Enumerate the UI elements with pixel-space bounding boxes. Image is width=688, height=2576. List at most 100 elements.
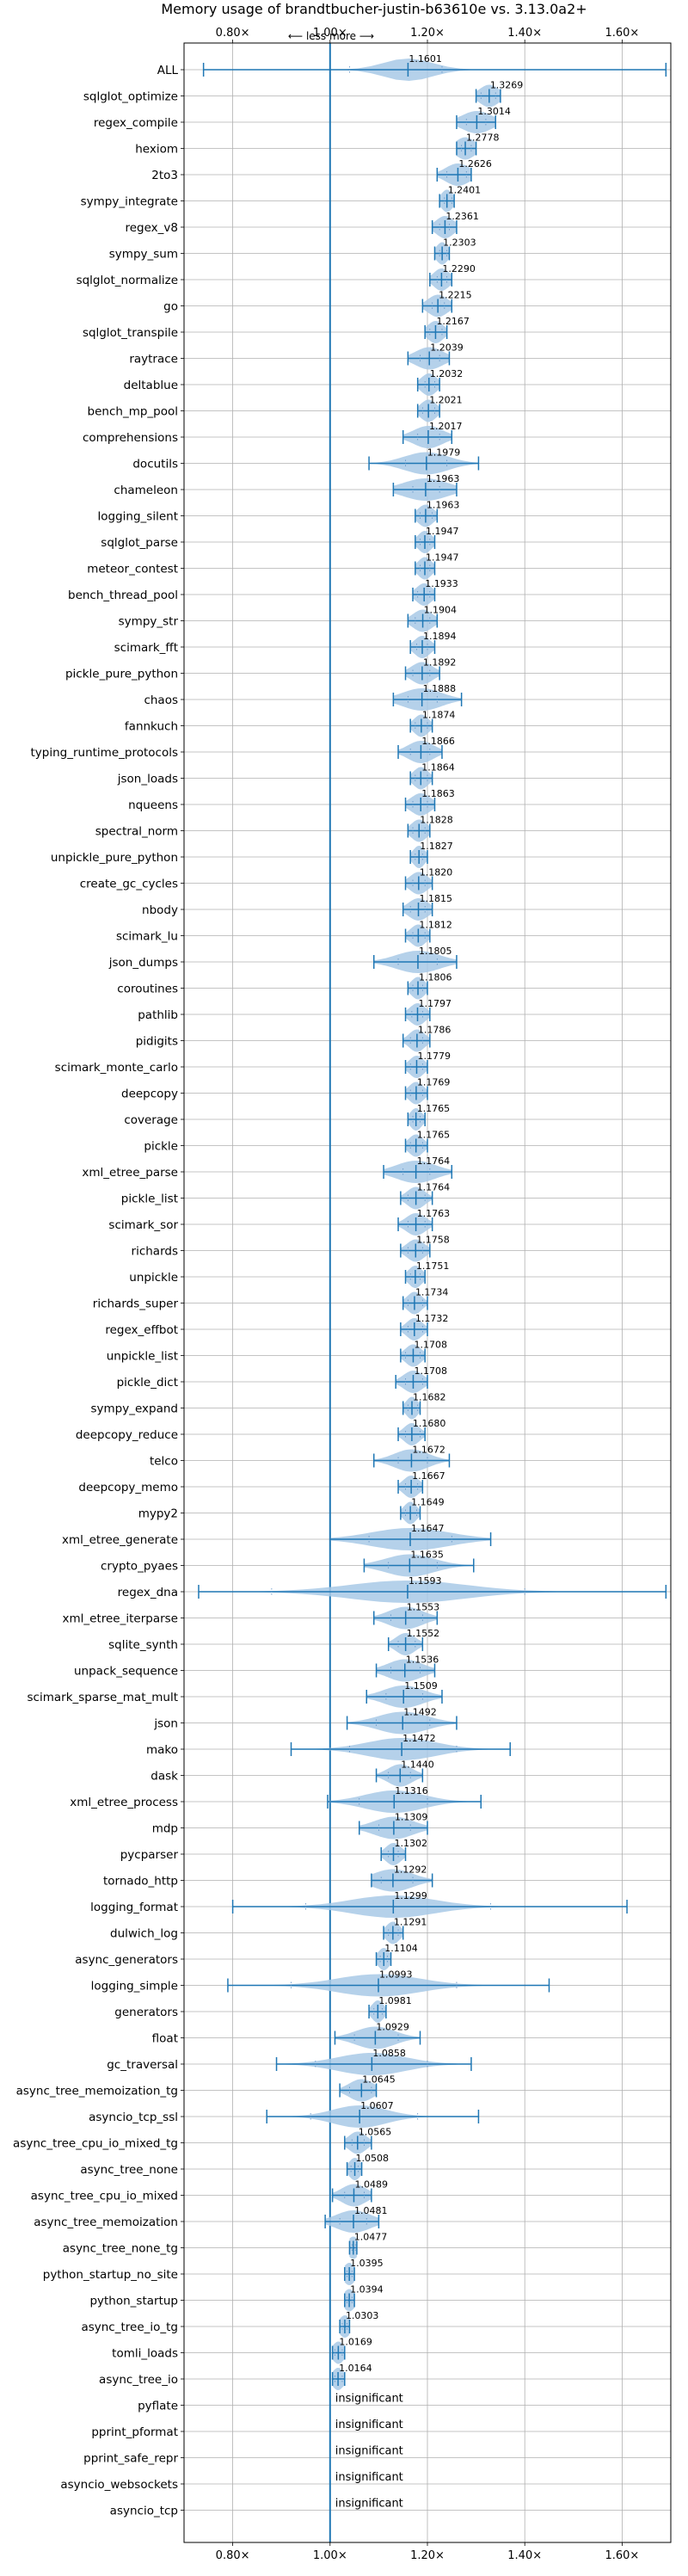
value-label: 1.1302 — [394, 1838, 427, 1849]
x-tick-label-bottom: 0.80× — [216, 2549, 250, 2562]
value-label: 1.3014 — [477, 106, 511, 117]
benchmark-label: async_generators — [75, 1953, 178, 1967]
benchmark-label: scimark_sor — [108, 1218, 178, 1232]
benchmark-label: sympy_sum — [109, 248, 178, 262]
value-label: 1.0645 — [362, 2074, 396, 2086]
benchmark-label: coverage — [124, 1113, 178, 1127]
benchmark-label: pycparser — [120, 1848, 179, 1862]
benchmark-label: async_tree_cpu_io_mixed — [31, 2190, 178, 2203]
value-label: 1.1947 — [426, 552, 459, 564]
benchmark-label: async_tree_none_tg — [63, 2242, 178, 2256]
value-label: 1.1292 — [394, 1864, 427, 1876]
value-label: 1.2303 — [443, 237, 476, 249]
x-tick-label-top: 1.60× — [605, 27, 639, 40]
benchmark-label: async_tree_io_tg — [81, 2320, 178, 2334]
benchmark-label: scimark_sparse_mat_mult — [28, 1691, 178, 1704]
benchmark-label: sqlglot_parse — [101, 536, 178, 550]
value-label: 1.1299 — [394, 1890, 427, 1901]
benchmark-label: unpickle_list — [107, 1350, 178, 1364]
benchmark-label: sympy_str — [119, 615, 179, 629]
benchmark-label: pyflate — [138, 2400, 178, 2413]
benchmark-label: logging_silent — [98, 510, 178, 524]
insignificant-label: insignificant — [335, 2419, 403, 2431]
value-label: 1.2039 — [430, 342, 464, 354]
benchmark-label: json_loads — [117, 773, 178, 786]
x-tick-label-top: 1.00× — [313, 27, 347, 40]
benchmark-label: deltablue — [124, 379, 178, 392]
value-label: 1.0477 — [354, 2232, 388, 2243]
value-label: 1.1933 — [425, 578, 458, 589]
value-label: 1.1963 — [427, 500, 459, 511]
benchmark-label: unpickle — [129, 1271, 178, 1285]
value-label: 1.1828 — [420, 815, 452, 826]
value-label: 1.1894 — [423, 631, 456, 642]
value-label: 1.1764 — [417, 1182, 451, 1193]
value-label: 1.2167 — [436, 316, 470, 327]
x-tick-label-top: 1.40× — [507, 27, 542, 40]
value-label: 1.1682 — [413, 1392, 446, 1403]
benchmark-label: asyncio_tcp_ssl — [89, 2111, 178, 2124]
value-label: 1.1291 — [394, 1917, 427, 1928]
benchmark-label: docutils — [132, 458, 178, 471]
benchmark-label: pickle_pure_python — [65, 668, 178, 681]
marks-layer — [198, 59, 667, 2390]
value-label: 1.1874 — [422, 710, 456, 721]
benchmark-label: coroutines — [117, 983, 178, 996]
benchmark-label: meteor_contest — [87, 563, 178, 576]
value-label: 1.2401 — [448, 185, 482, 196]
value-label: 1.1779 — [417, 1051, 451, 1062]
benchmark-label: xml_etree_iterparse — [63, 1612, 179, 1626]
direction-label: ⟵ less more ⟶ — [288, 30, 374, 42]
value-label: 1.1864 — [421, 762, 454, 773]
value-label: 1.1892 — [423, 657, 457, 669]
value-label: 1.1765 — [417, 1103, 450, 1114]
value-label: 1.3269 — [490, 80, 524, 91]
value-label: 1.0929 — [376, 2022, 409, 2033]
benchmark-label: bench_thread_pool — [68, 589, 178, 602]
value-label: 1.1309 — [395, 1812, 428, 1823]
benchmark-label: mdp — [152, 1822, 178, 1836]
benchmark-label: crypto_pyaes — [101, 1560, 178, 1574]
value-label: 1.1593 — [408, 1575, 442, 1587]
value-label: 1.1708 — [414, 1340, 446, 1351]
benchmark-label: tornado_http — [103, 1875, 178, 1889]
value-label: 1.1904 — [424, 605, 458, 616]
benchmark-label: typing_runtime_protocols — [31, 746, 179, 760]
benchmark-label: nqueens — [128, 798, 178, 812]
benchmark-label: pickle_dict — [117, 1376, 178, 1390]
value-label: 1.1758 — [416, 1235, 450, 1246]
benchmark-label: gc_traversal — [107, 2058, 178, 2072]
benchmark-label: scimark_monte_carlo — [55, 1061, 178, 1075]
value-label: 1.0169 — [339, 2337, 372, 2348]
x-tick-label-bottom: 1.40× — [507, 2549, 542, 2562]
benchmark-label: asyncio_websockets — [60, 2478, 178, 2492]
value-label: 1.0858 — [372, 2048, 406, 2059]
benchmark-label: regex_v8 — [125, 221, 178, 235]
value-label: 1.1812 — [419, 920, 452, 931]
benchmark-label: logging_format — [90, 1901, 178, 1914]
value-label: 1.1786 — [418, 1025, 451, 1036]
value-label: 1.2626 — [458, 158, 492, 169]
benchmark-label: raytrace — [129, 353, 178, 367]
benchmark-label: async_tree_memoization — [34, 2215, 178, 2229]
benchmark-label: richards — [132, 1245, 178, 1259]
plot-frame — [183, 42, 672, 2543]
value-label: 1.1888 — [423, 683, 456, 694]
insignificant-label: insignificant — [335, 2498, 403, 2511]
benchmark-label: asyncio_tcp — [110, 2505, 178, 2518]
chart-title: Memory usage of brandtbucher-justin-b636… — [161, 1, 587, 17]
value-label: 1.0395 — [350, 2258, 384, 2269]
value-label: 1.1769 — [417, 1077, 451, 1088]
value-label: 1.1649 — [411, 1497, 445, 1508]
value-label: 1.1104 — [384, 1943, 418, 1954]
benchmark-label: logging_simple — [91, 1980, 178, 1994]
benchmark-label: ALL — [157, 64, 179, 77]
value-label: 1.1827 — [420, 841, 453, 852]
benchmark-label: regex_compile — [94, 116, 178, 130]
benchmark-label: generators — [114, 2006, 178, 2019]
benchmark-label: pathlib — [138, 1008, 178, 1022]
value-label: 1.1672 — [412, 1445, 445, 1456]
value-label: 1.1979 — [427, 447, 461, 459]
